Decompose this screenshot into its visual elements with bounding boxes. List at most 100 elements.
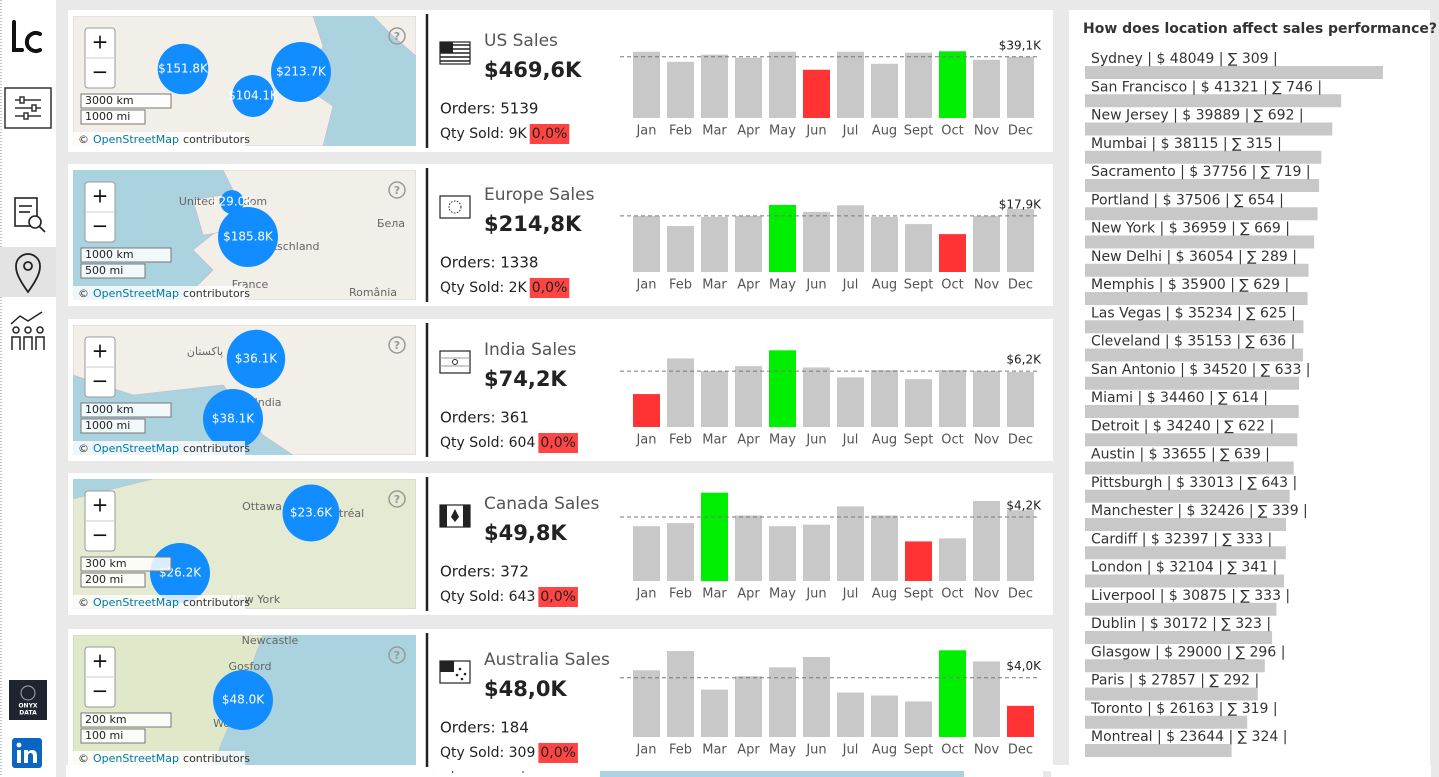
bar[interactable] [1007, 371, 1034, 427]
bar[interactable] [667, 651, 694, 737]
bar[interactable] [973, 371, 1000, 427]
bar[interactable] [735, 366, 762, 427]
help-icon[interactable] [388, 181, 406, 199]
city-bar[interactable] [1085, 659, 1265, 673]
attribution-part[interactable]: OpenStreetMap [93, 596, 179, 609]
bar[interactable] [803, 524, 830, 581]
bar[interactable] [905, 701, 932, 737]
bar[interactable] [939, 234, 966, 272]
bar[interactable] [973, 501, 1000, 581]
map-bubble[interactable] [220, 190, 244, 214]
city-bar[interactable] [1085, 602, 1277, 616]
zoom-out[interactable]: − [92, 523, 109, 547]
bar[interactable] [939, 370, 966, 427]
bar[interactable] [701, 689, 728, 737]
bar[interactable] [701, 492, 728, 581]
attribution-part[interactable]: OpenStreetMap [93, 133, 179, 146]
city-bar[interactable] [1085, 94, 1342, 108]
city-bar[interactable] [1085, 687, 1258, 701]
bar[interactable] [633, 215, 660, 272]
bar[interactable] [905, 224, 932, 272]
bar[interactable] [837, 51, 864, 118]
bar[interactable] [837, 692, 864, 737]
map-bubble[interactable] [226, 329, 286, 389]
bar[interactable] [939, 650, 966, 737]
bar[interactable] [939, 51, 966, 119]
bar[interactable] [1007, 56, 1034, 118]
help-icon[interactable] [388, 490, 406, 508]
bar[interactable] [701, 216, 728, 272]
bar[interactable] [769, 667, 796, 737]
city-bar[interactable] [1085, 179, 1320, 192]
zoom-in[interactable]: + [92, 649, 109, 673]
bar[interactable] [735, 215, 762, 272]
bar[interactable] [905, 541, 932, 581]
zoom-in[interactable]: + [92, 30, 109, 54]
city-bar[interactable] [1085, 320, 1304, 334]
bar[interactable] [735, 515, 762, 581]
city-bar[interactable] [1085, 546, 1286, 560]
bar[interactable] [735, 676, 762, 737]
city-bar[interactable] [1085, 461, 1294, 475]
bar[interactable] [871, 216, 898, 272]
bar[interactable] [803, 656, 830, 737]
bar[interactable] [939, 538, 966, 581]
bar[interactable] [871, 695, 898, 738]
bar[interactable] [633, 51, 660, 118]
bar[interactable] [735, 57, 762, 118]
bar[interactable] [973, 661, 1000, 737]
bar[interactable] [837, 205, 864, 272]
city-bar[interactable] [1085, 150, 1322, 164]
city-bar[interactable] [1085, 574, 1285, 588]
bar[interactable] [769, 350, 796, 427]
bar[interactable] [803, 367, 830, 427]
bar[interactable] [769, 526, 796, 581]
city-bar[interactable] [1085, 376, 1300, 390]
report-icon[interactable] [14, 197, 46, 233]
bar[interactable] [633, 526, 660, 581]
bar[interactable] [769, 204, 796, 272]
bar[interactable] [871, 63, 898, 118]
map-bubble[interactable] [213, 670, 273, 730]
city-bar[interactable] [1085, 122, 1333, 136]
help-icon[interactable] [388, 27, 406, 45]
city-bar[interactable] [1085, 235, 1315, 249]
bar[interactable] [701, 54, 728, 118]
bar[interactable] [803, 69, 830, 118]
bar[interactable] [973, 215, 1000, 272]
city-bar[interactable] [1085, 489, 1290, 503]
map-bubble[interactable] [271, 42, 331, 102]
attribution-part[interactable]: OpenStreetMap [93, 287, 179, 300]
city-bar[interactable] [1085, 744, 1232, 757]
attribution-part[interactable]: OpenStreetMap [93, 752, 179, 765]
attribution-part[interactable]: OpenStreetMap [93, 442, 179, 455]
zoom-in[interactable]: + [92, 493, 109, 517]
bar[interactable] [1007, 209, 1034, 272]
city-bar[interactable] [1085, 66, 1383, 79]
city-bar[interactable] [1085, 207, 1318, 221]
zoom-out[interactable]: − [92, 679, 109, 703]
bar[interactable] [803, 211, 830, 272]
zoom-out[interactable]: − [92, 60, 109, 84]
help-icon[interactable] [388, 336, 406, 354]
bar[interactable] [701, 371, 728, 427]
nav-active[interactable] [0, 247, 56, 297]
map-bubble[interactable] [232, 75, 274, 117]
bar[interactable] [667, 225, 694, 272]
map-bubble[interactable] [203, 389, 263, 449]
city-bar[interactable] [1085, 405, 1299, 418]
bar[interactable] [871, 515, 898, 581]
map-bubble[interactable] [218, 207, 278, 267]
bar[interactable] [973, 59, 1000, 118]
zoom-out[interactable]: − [92, 214, 109, 238]
city-bar[interactable] [1085, 631, 1273, 644]
city-bar[interactable] [1085, 292, 1308, 305]
bar[interactable] [905, 52, 932, 118]
help-icon[interactable] [388, 646, 406, 664]
bar[interactable] [667, 61, 694, 118]
map-bubble[interactable] [157, 43, 209, 95]
bar[interactable] [837, 506, 864, 581]
map-bubble[interactable] [282, 484, 340, 542]
city-bar[interactable] [1085, 715, 1248, 729]
bar[interactable] [1007, 705, 1034, 737]
